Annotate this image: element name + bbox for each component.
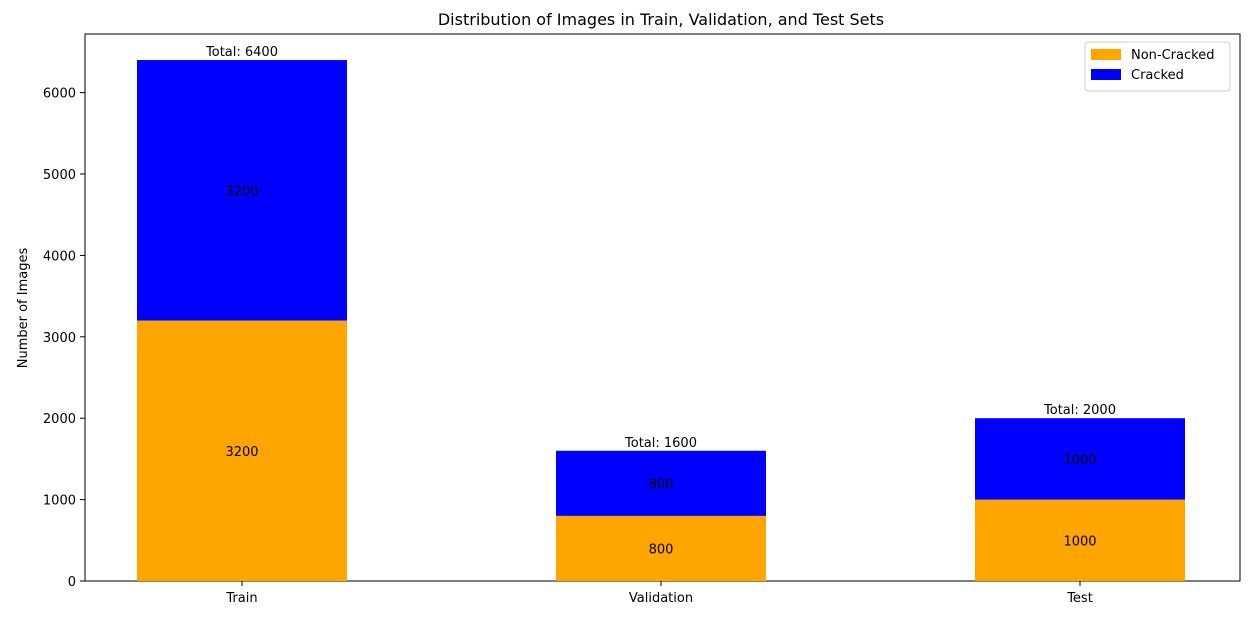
bar-non-cracked-test — [975, 499, 1185, 581]
value-label-cracked-train: 3200 — [225, 184, 258, 199]
legend: Non-Cracked Cracked — [1084, 41, 1231, 92]
y-tick-label-0: 0 — [68, 575, 76, 590]
legend-label-non-cracked: Non-Cracked — [1131, 48, 1214, 63]
legend-swatch-cracked — [1091, 69, 1121, 80]
x-tick-label-validation: Validation — [629, 591, 693, 606]
value-label-non-cracked-validation: 800 — [649, 542, 674, 557]
bar-cracked-train — [137, 60, 347, 321]
y-axis-label: Number of Images — [16, 248, 31, 369]
bars — [137, 60, 1185, 581]
legend-swatch-non-cracked — [1091, 49, 1121, 60]
bar-non-cracked-train — [137, 320, 347, 581]
value-label-non-cracked-test: 1000 — [1063, 534, 1096, 549]
y-tick-label-3000: 3000 — [43, 331, 76, 346]
total-label-train: Total: 6400 — [205, 45, 278, 60]
x-tick-label-train: Train — [225, 591, 257, 606]
value-label-cracked-test: 1000 — [1063, 453, 1096, 468]
legend-frame — [1084, 41, 1231, 92]
data-labels: 3200 3200 Total: 6400 800 800 Total: 1600 1000… — [205, 45, 1116, 557]
chart-title: Distribution of Images in Train, Validat… — [438, 10, 884, 29]
total-label-validation: Total: 1600 — [624, 436, 697, 451]
y-tick-label-1000: 1000 — [43, 494, 76, 509]
y-axis: 0 1000 2000 3000 4000 5000 6000 — [43, 87, 85, 590]
total-label-test: Total: 2000 — [1043, 403, 1116, 418]
x-tick-label-test: Test — [1066, 591, 1093, 606]
bar-cracked-test — [975, 418, 1185, 500]
legend-label-cracked: Cracked — [1131, 68, 1184, 83]
y-tick-label-5000: 5000 — [43, 168, 76, 183]
value-label-non-cracked-train: 3200 — [225, 445, 258, 460]
y-tick-label-2000: 2000 — [43, 412, 76, 427]
bar-cracked-validation — [556, 450, 766, 516]
x-axis: Train Validation Test — [225, 581, 1093, 606]
value-label-cracked-validation: 800 — [649, 477, 674, 492]
bar-non-cracked-validation — [556, 515, 766, 581]
y-tick-label-4000: 4000 — [43, 249, 76, 264]
y-tick-label-6000: 6000 — [43, 87, 76, 102]
